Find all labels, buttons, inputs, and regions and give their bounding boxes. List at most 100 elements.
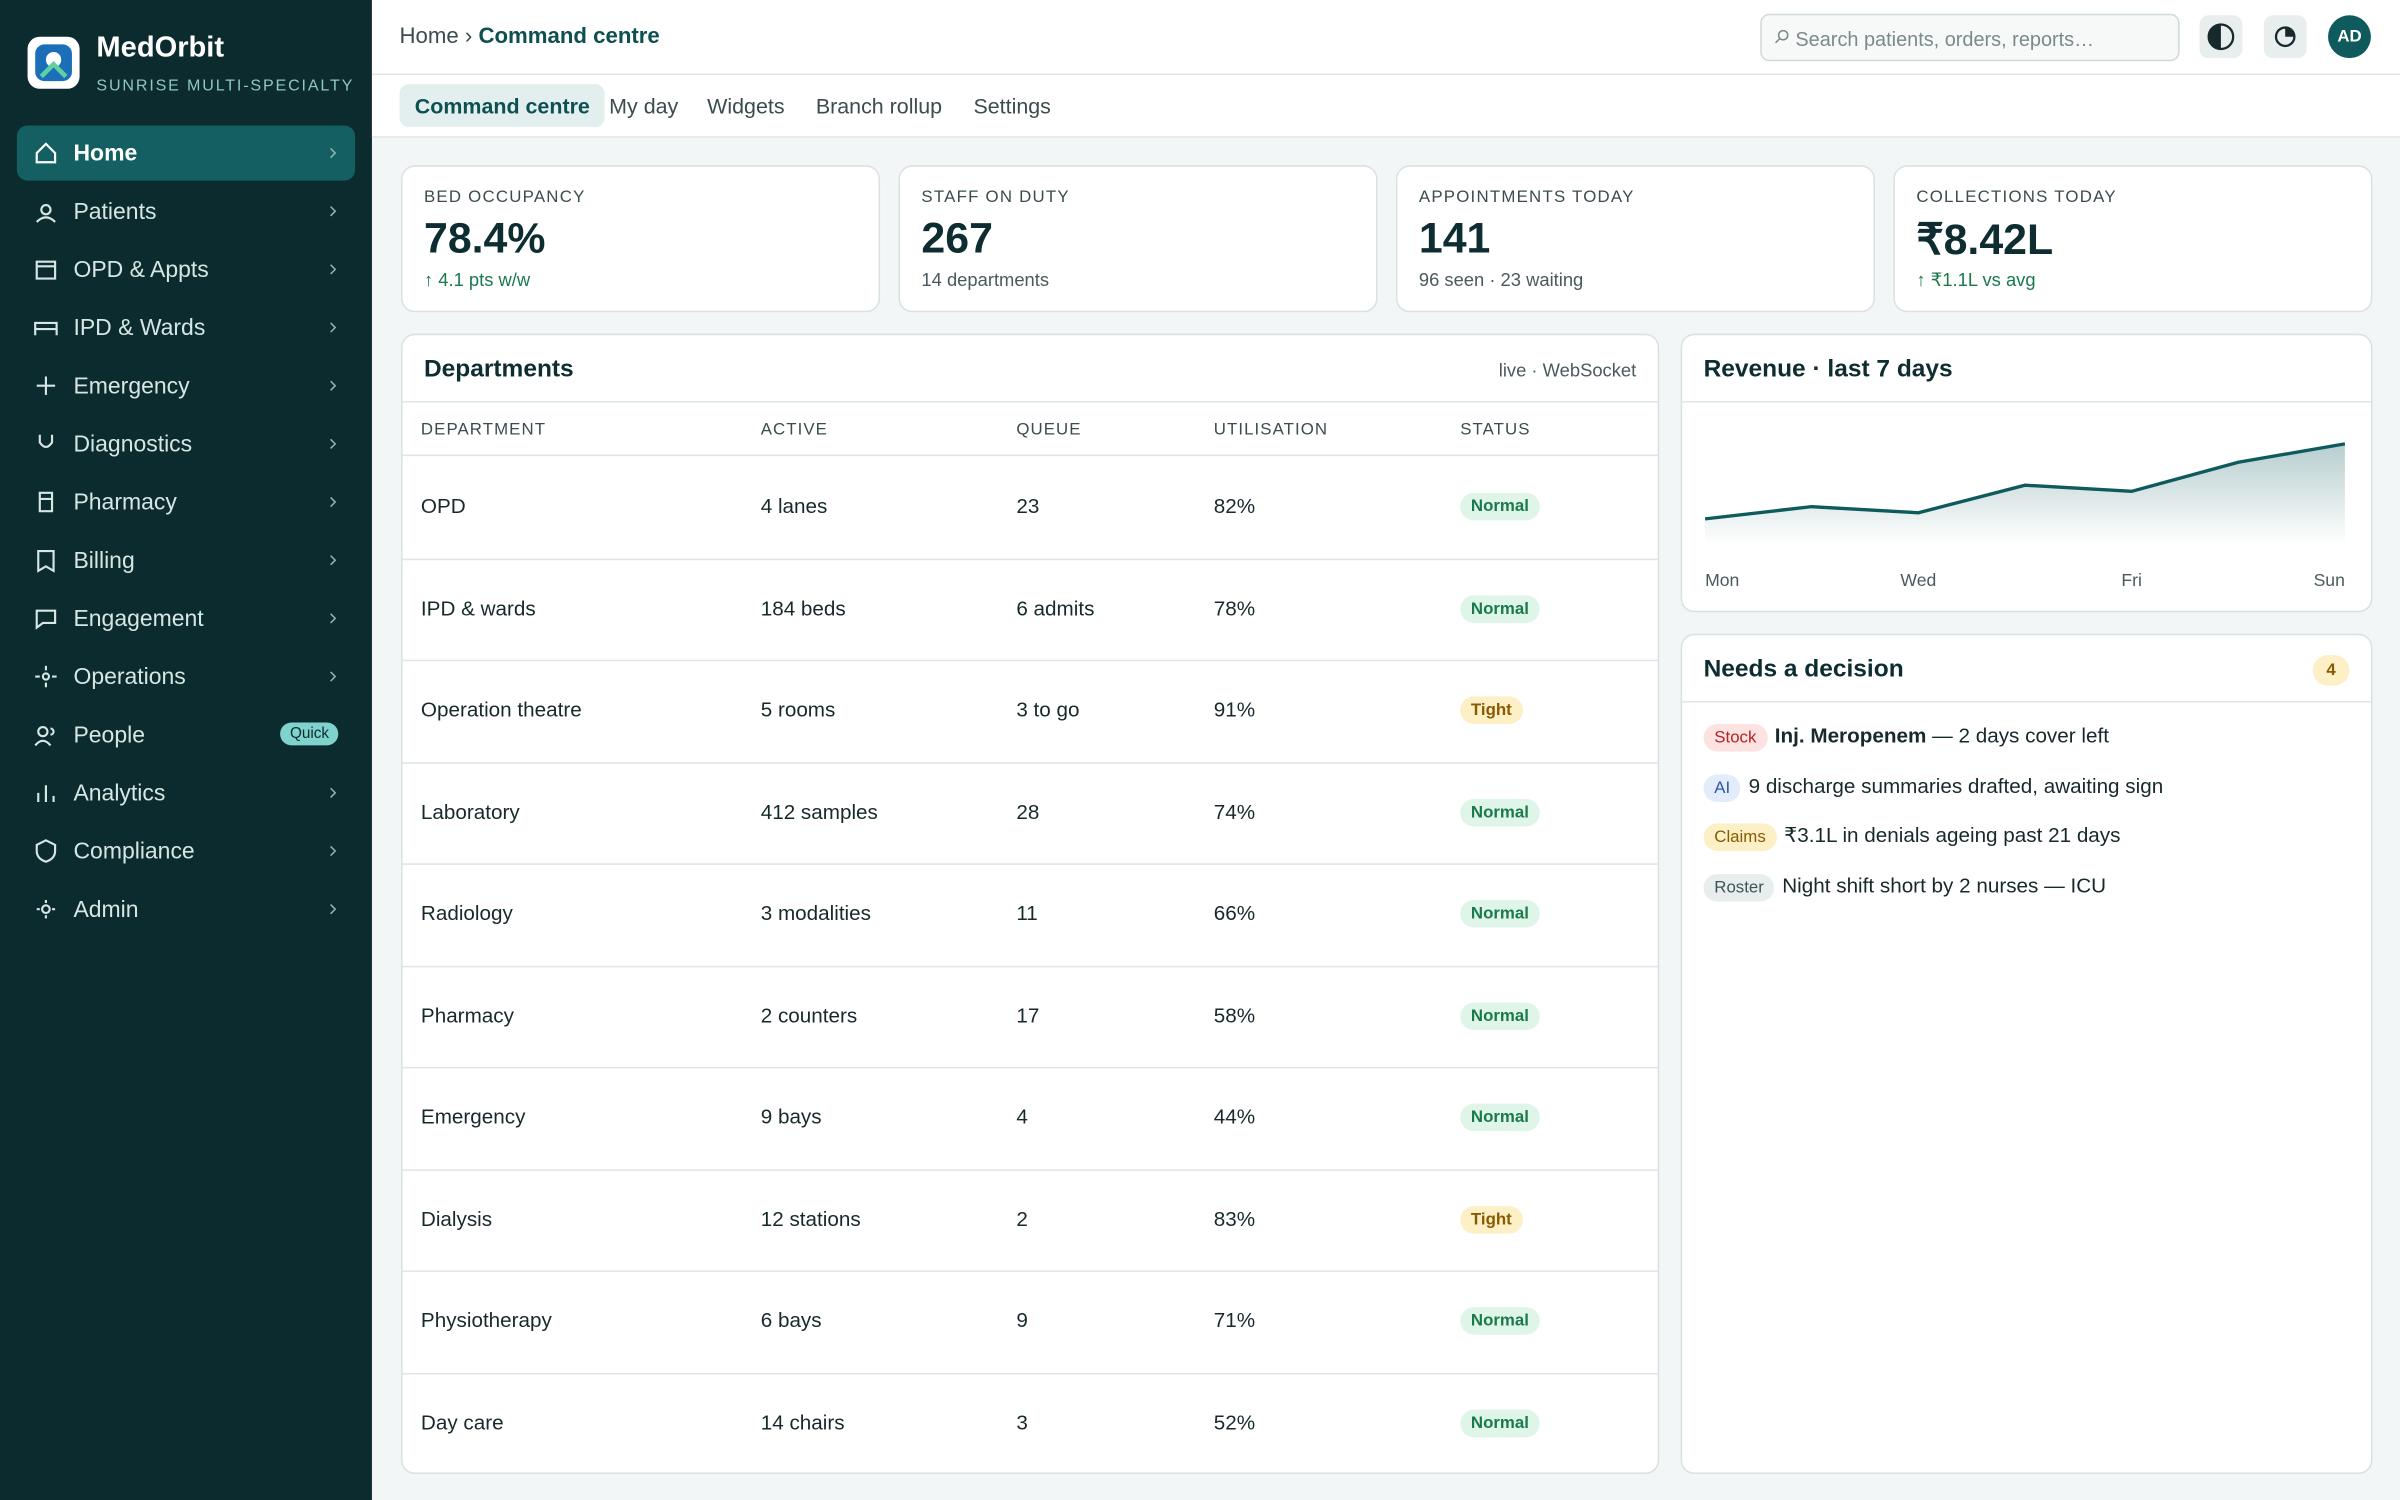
nav-item[interactable]: Pharmacy (17, 474, 355, 529)
cell: 44% (1213, 1105, 1256, 1129)
nav-item[interactable]: Compliance (17, 823, 355, 878)
icon-shape (36, 899, 56, 919)
nav-label: Analytics (73, 780, 166, 807)
nav-item[interactable]: Admin (17, 882, 355, 937)
nav-item[interactable]: OPD & Appts (17, 242, 355, 297)
tab[interactable]: Branch rollup (815, 93, 943, 118)
topbar: Home › Command centre Search patients, o… (371, 0, 2400, 75)
chevron-shape (330, 264, 337, 275)
nav-item[interactable]: Operations (17, 649, 355, 704)
cell: 83% (1213, 1206, 1256, 1230)
chevron-shape (330, 845, 337, 857)
kpi-value: 141 (1418, 214, 1491, 262)
status-pill: Normal (1460, 1408, 1540, 1437)
tab[interactable]: Widgets (707, 93, 785, 118)
search-box[interactable]: Search patients, orders, reports… (1760, 13, 2180, 62)
cell: Day care (420, 1410, 504, 1434)
nav-item[interactable]: Patients (17, 184, 355, 239)
kpi-note: 96 seen · 23 waiting (1418, 269, 1584, 291)
decision-item[interactable]: Claims ₹3.1L in denials ageing past 21 da… (1703, 823, 2120, 852)
cell: 6 admits (1016, 596, 1095, 620)
status-pill: Normal (1460, 1001, 1540, 1030)
card-title: Needs a decision (1703, 656, 1904, 683)
chevron-shape (330, 671, 337, 682)
decision-item[interactable]: AI 9 discharge summaries drafted, awaitin… (1703, 773, 2163, 802)
chevron (330, 613, 337, 624)
status-pill: Tight (1460, 696, 1523, 724)
nav-item[interactable]: Billing (17, 533, 355, 588)
tab[interactable]: My day (609, 93, 679, 118)
cell: 3 (1016, 1410, 1028, 1434)
kpi-label: STAFF ON DUTY (921, 188, 1070, 207)
divider (1682, 701, 2371, 703)
chevron (330, 438, 337, 450)
tab[interactable]: Command centre (399, 84, 606, 128)
cell: 78% (1213, 596, 1256, 620)
nav-label: People (73, 722, 145, 749)
decisions-card: Needs a decision 4 Stock Inj. Meropenem —… (1680, 633, 2373, 1474)
column-header: QUEUE (1016, 420, 1082, 440)
nav-label: OPD & Appts (73, 257, 209, 284)
kpi-note: 14 departments (921, 269, 1050, 291)
theme-button[interactable] (2263, 15, 2307, 59)
cell: 82% (1213, 494, 1256, 518)
status-pill: Normal (1460, 899, 1540, 928)
nav-item[interactable]: People Quick (17, 707, 355, 762)
nav-item[interactable]: Emergency (17, 358, 355, 413)
cell: 52% (1213, 1410, 1256, 1434)
nav-icon (35, 665, 57, 688)
avatar[interactable]: AD (2328, 15, 2371, 59)
status-pill: Normal (1460, 492, 1540, 521)
search-placeholder: Search patients, orders, reports… (1795, 27, 2095, 51)
nav-item[interactable]: Diagnostics (17, 416, 355, 471)
column-header: DEPARTMENT (420, 420, 547, 440)
nav-badge: Quick (280, 722, 339, 746)
row-divider (402, 1270, 1658, 1272)
cell: 9 bays (760, 1105, 822, 1129)
nav-icon (34, 726, 55, 747)
x-tick-label: Fri (2121, 570, 2142, 590)
row-divider (402, 1066, 1658, 1069)
tab-bar: Command centre My day Widgets Branch rollup… (371, 74, 2400, 138)
x-tick-label: Sun (2314, 570, 2345, 590)
nav-item[interactable]: IPD & Wards (17, 300, 355, 355)
chevron (330, 496, 337, 508)
crumb-sep: › (464, 24, 473, 49)
search-icon (1774, 29, 1789, 44)
divider (1682, 401, 2371, 403)
chevron (330, 206, 337, 217)
nav-label: Patients (73, 198, 157, 225)
decision-item[interactable]: Stock Inj. Meropenem — 2 days cover left (1703, 723, 2109, 752)
card-meta: live · WebSocket (1498, 359, 1637, 382)
nav-label: Home (73, 140, 138, 167)
chevron-shape (330, 904, 337, 915)
decision-subject: Inj. Meropenem (1774, 723, 1927, 747)
cell: Emergency (420, 1105, 526, 1129)
logo (27, 36, 80, 89)
chevron (330, 555, 337, 566)
cell: Operation theatre (420, 697, 582, 721)
nav-item[interactable]: Engagement (17, 591, 355, 646)
column-header: ACTIVE (760, 420, 828, 440)
chevron-shape (330, 380, 337, 391)
nav-icon (37, 785, 55, 803)
nav-item[interactable]: Analytics (17, 765, 355, 820)
crumb-current: Command centre (478, 24, 660, 49)
card-title: Departments (423, 356, 574, 383)
contrast-button[interactable] (2199, 15, 2243, 59)
nav-label: Pharmacy (73, 489, 177, 516)
sidebar: MedOrbit SUNRISE MULTI-SPECIALTY Home Pat… (0, 0, 372, 1500)
nav-item[interactable]: Home (16, 125, 356, 181)
cell: 3 to go (1016, 697, 1080, 721)
tab[interactable]: Settings (973, 93, 1051, 118)
decision-item[interactable]: Roster Night shift short by 2 nurses — IC… (1703, 873, 2106, 901)
cell: OPD (420, 494, 466, 518)
departments-card: Departments live · WebSocket DEPARTMENT A… (401, 333, 1660, 1474)
crumb-root[interactable]: Home (399, 24, 459, 49)
row-divider (402, 659, 1658, 662)
kpi-card: STAFF ON DUTY 267 14 departments (898, 165, 1378, 313)
nav-label: Compliance (73, 838, 195, 865)
row-divider (402, 557, 1658, 560)
chevron-shape (330, 206, 337, 217)
